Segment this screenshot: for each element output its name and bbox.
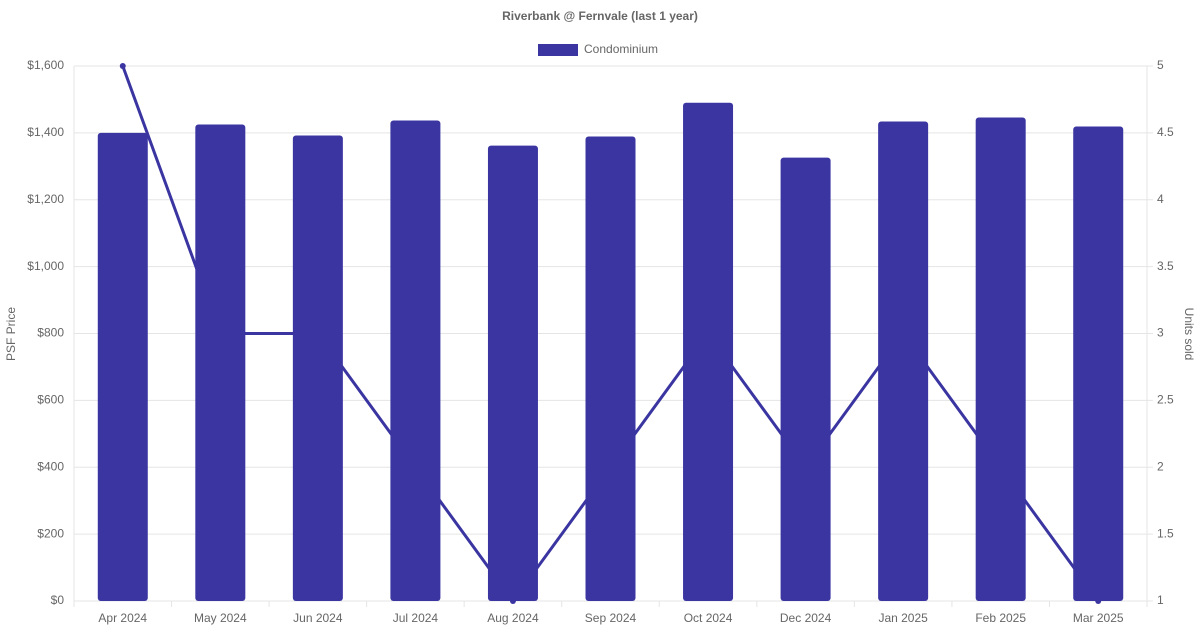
- y2-tick-label: 4: [1157, 192, 1164, 206]
- x-tick-label: Dec 2024: [780, 611, 832, 625]
- y2-tick-label: 2.5: [1157, 393, 1174, 407]
- bar: [878, 121, 929, 601]
- x-tick-label: Jul 2024: [393, 611, 439, 625]
- y2-tick-label: 4.5: [1157, 125, 1174, 139]
- y-tick-label: $400: [37, 459, 64, 473]
- bar: [390, 120, 441, 602]
- line-point: [119, 63, 126, 69]
- y2-tick-label: 5: [1157, 58, 1164, 72]
- bar: [780, 157, 831, 601]
- x-tick-label: Mar 2025: [1073, 611, 1124, 625]
- y2-tick-label: 3.5: [1157, 259, 1174, 273]
- x-tick-label: Aug 2024: [487, 611, 539, 625]
- y-tick-label: $1,200: [27, 192, 64, 206]
- y-tick-label: $1,600: [27, 58, 64, 72]
- bar: [97, 132, 148, 601]
- y2-tick-label: 3: [1157, 326, 1164, 340]
- x-tick-label: Jun 2024: [293, 611, 343, 625]
- y-tick-label: $600: [37, 393, 64, 407]
- y2-tick-label: 1.5: [1157, 526, 1174, 540]
- x-tick-label: Jan 2025: [878, 611, 928, 625]
- legend-label: Condominium: [584, 42, 658, 56]
- y-tick-label: $200: [37, 526, 64, 540]
- bar: [975, 117, 1026, 602]
- chart-title: Riverbank @ Fernvale (last 1 year): [502, 9, 698, 23]
- bar: [292, 135, 343, 602]
- x-tick-label: Sep 2024: [585, 611, 637, 625]
- x-tick-label: May 2024: [194, 611, 247, 625]
- y-tick-label: $800: [37, 326, 64, 340]
- y-tick-label: $0: [51, 593, 65, 607]
- bar: [487, 145, 538, 602]
- x-tick-label: Apr 2024: [98, 611, 147, 625]
- y-axis-title: PSF Price: [4, 307, 18, 361]
- bar: [683, 102, 734, 601]
- y-tick-label: $1,400: [27, 125, 64, 139]
- x-tick-label: Oct 2024: [684, 611, 733, 625]
- y-tick-label: $1,000: [27, 259, 64, 273]
- y2-tick-label: 2: [1157, 459, 1164, 473]
- bar: [195, 124, 246, 601]
- y2-axis-title: Units sold: [1182, 308, 1196, 361]
- x-tick-label: Feb 2025: [975, 611, 1026, 625]
- legend-swatch: [538, 44, 578, 56]
- y2-tick-label: 1: [1157, 593, 1164, 607]
- bar: [1073, 126, 1124, 601]
- bar: [585, 136, 636, 601]
